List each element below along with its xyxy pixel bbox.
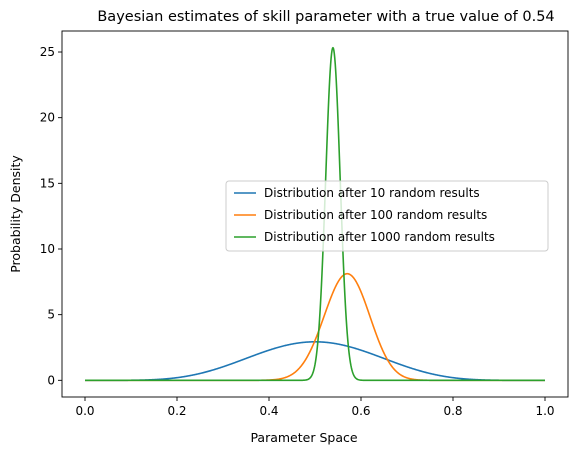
- y-tick-label: 25: [40, 45, 55, 59]
- x-tick-label: 0.2: [167, 404, 186, 418]
- y-axis-ticks: 0 5 10 15 20 25: [40, 45, 62, 387]
- x-tick-label: 0.6: [351, 404, 370, 418]
- x-tick-label: 0.0: [75, 404, 94, 418]
- y-tick-label: 20: [40, 111, 55, 125]
- y-tick-label: 10: [40, 242, 55, 256]
- y-axis-label: Probability Density: [8, 155, 23, 273]
- legend-label-1: Distribution after 10 random results: [264, 186, 480, 200]
- x-tick-label: 0.8: [443, 404, 462, 418]
- legend-label-2: Distribution after 100 random results: [264, 208, 487, 222]
- plot-area-frame: [61, 30, 569, 398]
- x-axis-ticks: 0.0 0.2 0.4 0.6 0.8 1.0: [75, 397, 555, 418]
- x-tick-label: 1.0: [535, 404, 554, 418]
- legend-box: [225, 180, 549, 252]
- x-axis-label: Parameter Space: [250, 430, 357, 445]
- legend-label-3: Distribution after 1000 random results: [264, 230, 495, 244]
- y-tick-label: 0: [47, 373, 55, 387]
- x-tick-label: 0.4: [259, 404, 278, 418]
- y-tick-label: 15: [40, 176, 55, 190]
- plot-lines: [84, 46, 546, 382]
- y-tick-label: 5: [47, 308, 55, 322]
- legend: Distribution after 10 random results Dist…: [225, 180, 549, 252]
- series-line-3: [84, 46, 546, 382]
- chart-title: Bayesian estimates of skill parameter wi…: [97, 9, 554, 25]
